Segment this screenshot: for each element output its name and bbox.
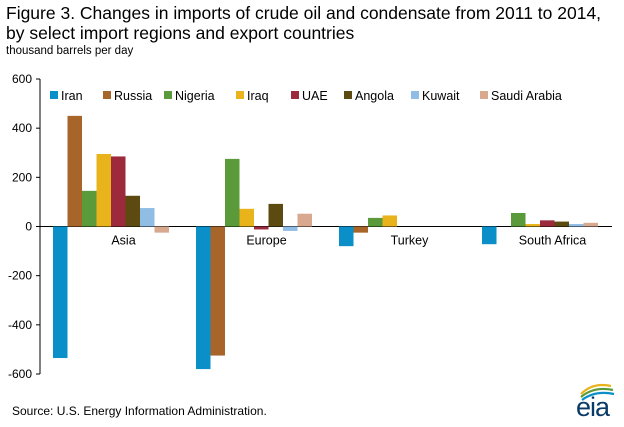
bar-angola-asia	[125, 195, 140, 227]
bar-saudi-arabia-asia	[154, 226, 169, 233]
bar-kuwait-europe	[283, 226, 298, 231]
bar-angola-europe	[268, 203, 283, 227]
bar-iran-turkey	[339, 226, 354, 247]
y-tick-label: -200	[8, 269, 32, 283]
legend-label: Kuwait	[422, 89, 460, 103]
bar-iran-asia	[53, 226, 68, 359]
bar-iran-europe	[196, 226, 211, 370]
legend: Iran Russia Nigeria Iraq UAE Angola Kuwait Saud…	[50, 89, 562, 103]
bar-group	[53, 115, 598, 370]
y-tick-label: -600	[8, 367, 32, 381]
bar-iraq-south-africa	[525, 224, 540, 227]
legend-swatch	[411, 91, 419, 99]
y-axis: 600 400 200 0 -200 -400 -600	[8, 72, 40, 381]
bar-iraq-asia	[96, 153, 111, 227]
y-tick-label: 400	[12, 121, 32, 135]
bar-russia-europe	[210, 226, 225, 356]
bar-iran-south-africa	[482, 226, 497, 245]
legend-swatch	[344, 91, 352, 99]
bar-russia-asia	[67, 115, 82, 227]
bar-saudi-arabia-south-africa	[583, 222, 598, 227]
chart-subtitle: thousand barrels per day	[6, 45, 134, 57]
legend-label: Saudi Arabia	[491, 89, 562, 103]
legend-swatch	[480, 91, 488, 99]
legend-label: Iraq	[247, 89, 269, 103]
eia-logo: eia	[567, 380, 619, 422]
category-label: South Africa	[519, 234, 586, 248]
legend-label: Nigeria	[175, 89, 215, 103]
bar-uae-europe	[254, 226, 269, 230]
source-note: Source: U.S. Energy Information Administ…	[12, 404, 267, 418]
category-label: Europe	[246, 234, 286, 248]
bar-kuwait-south-africa	[569, 224, 584, 227]
legend-swatch	[103, 91, 111, 99]
bar-kuwait-asia	[140, 208, 155, 227]
eia-logo-text: eia	[576, 392, 610, 422]
y-tick-label: 600	[12, 72, 32, 86]
legend-swatch	[291, 91, 299, 99]
y-tick-label: 200	[12, 170, 32, 184]
bar-iraq-turkey	[382, 215, 397, 227]
bar-uae-south-africa	[540, 220, 555, 227]
category-label: Asia	[111, 234, 135, 248]
bar-iraq-europe	[239, 208, 254, 227]
legend-label: Angola	[355, 89, 394, 103]
legend-label: Russia	[114, 89, 152, 103]
legend-swatch	[164, 91, 172, 99]
y-tick-label: 0	[25, 220, 32, 234]
bar-russia-turkey	[353, 226, 368, 233]
bar-nigeria-europe	[225, 158, 240, 227]
category-labels: Asia Europe Turkey South Africa	[111, 234, 586, 248]
bar-uae-asia	[111, 156, 126, 227]
legend-swatch	[236, 91, 244, 99]
eia-logo-swoosh-icon	[580, 383, 615, 401]
legend-label: Iran	[61, 89, 83, 103]
bar-nigeria-asia	[82, 190, 97, 227]
legend-label: UAE	[302, 89, 328, 103]
bar-nigeria-turkey	[368, 217, 383, 227]
bar-saudi-arabia-europe	[297, 213, 312, 227]
y-tick-label: -400	[8, 318, 32, 332]
legend-swatch	[50, 91, 58, 99]
chart-title: Figure 3. Changes in imports of crude oi…	[6, 3, 602, 43]
bar-nigeria-south-africa	[511, 212, 526, 227]
bar-angola-south-africa	[554, 221, 569, 227]
category-label: Turkey	[391, 234, 429, 248]
